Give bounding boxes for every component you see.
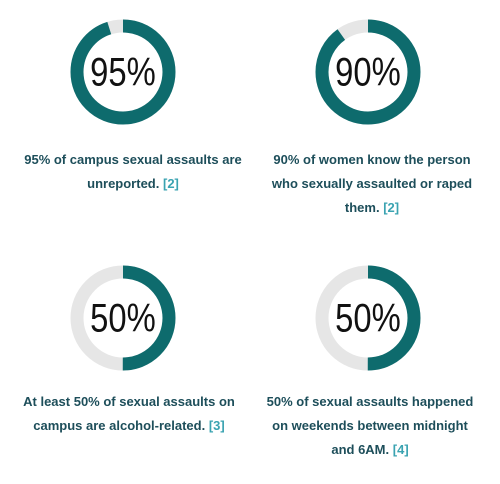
donut-value-label: 95% xyxy=(90,50,156,95)
caption: 90% of women know the person who sexuall… xyxy=(262,148,482,220)
donut-arc xyxy=(70,265,176,371)
reference-link[interactable]: [2] xyxy=(162,176,179,191)
reference-link[interactable]: [4] xyxy=(392,442,409,457)
caption: 95% of campus sexual assaults are unrepo… xyxy=(18,148,248,196)
reference-link[interactable]: [3] xyxy=(208,418,225,433)
caption: 50% of sexual assaults happened on weeke… xyxy=(262,390,478,462)
donut-value-label: 50% xyxy=(90,296,156,341)
donut-value-label: 90% xyxy=(335,50,401,95)
caption-text: 90% of women know the person who sexuall… xyxy=(271,152,473,215)
caption-text: 50% of sexual assaults happened on weeke… xyxy=(266,394,474,457)
donut-arc xyxy=(70,19,176,125)
donut-arc xyxy=(315,19,421,125)
caption-text: At least 50% of sexual assaults on campu… xyxy=(23,394,235,433)
donut-arc xyxy=(315,265,421,371)
caption-text: 95% of campus sexual assaults are unrepo… xyxy=(24,152,242,191)
caption: At least 50% of sexual assaults on campu… xyxy=(13,390,245,438)
donut-value-label: 50% xyxy=(335,296,401,341)
reference-link[interactable]: [2] xyxy=(383,200,400,215)
